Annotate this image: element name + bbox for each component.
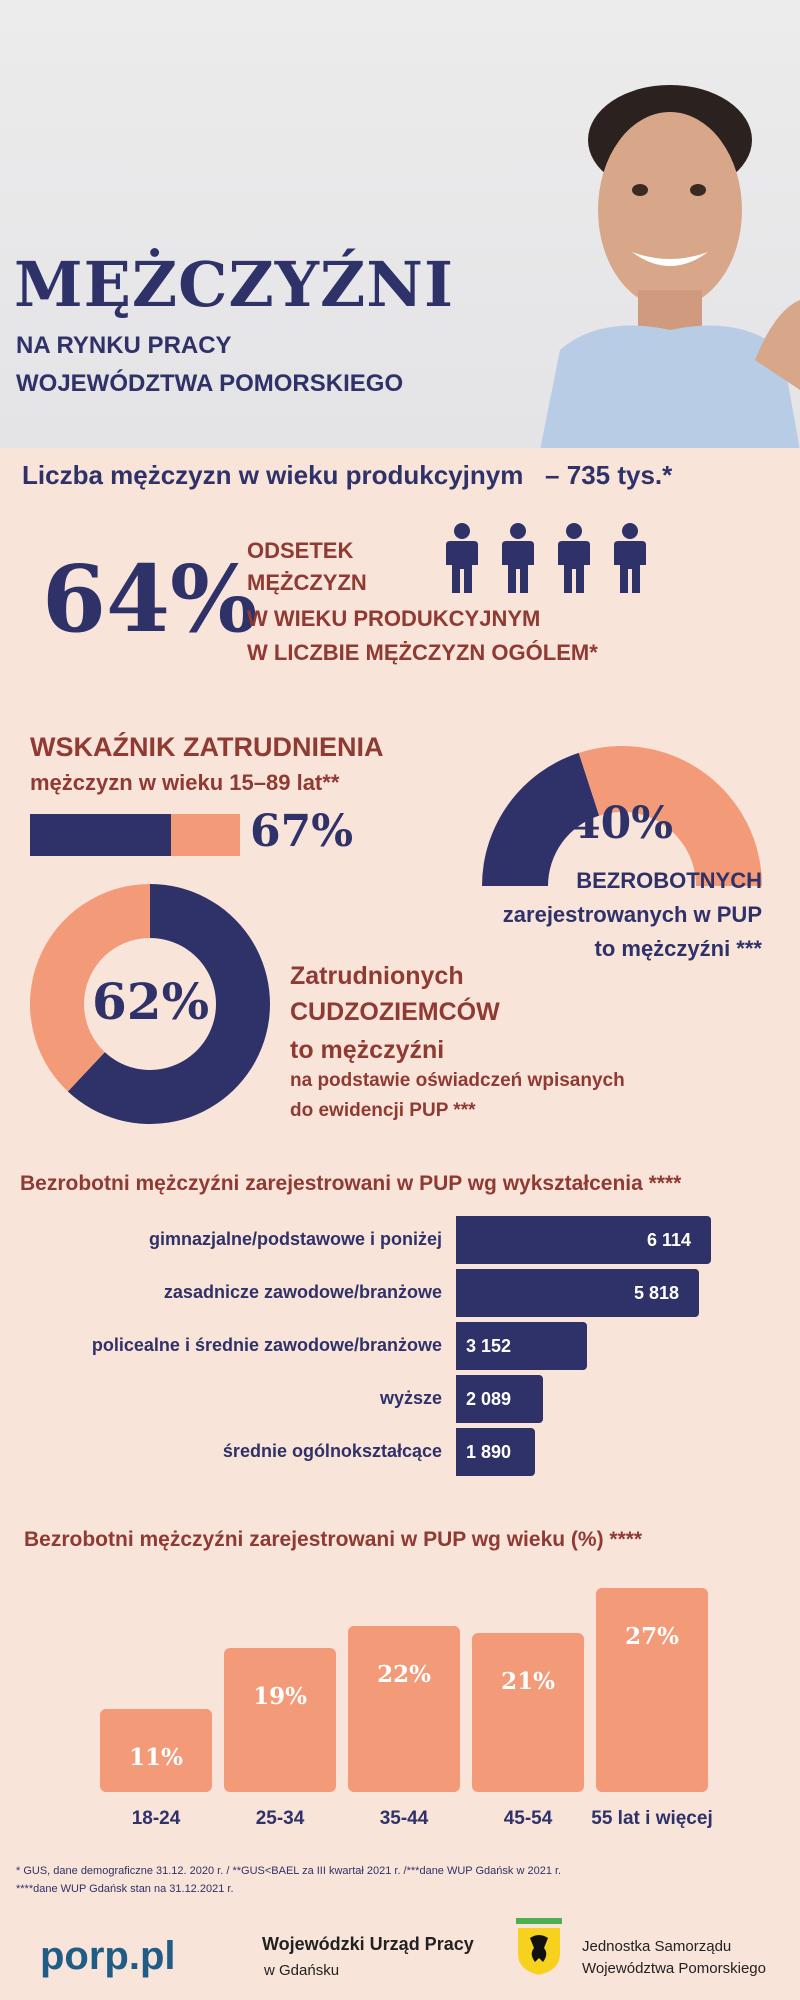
man-photo — [540, 85, 800, 448]
footnotes: * GUS, dane demograficzne 31.12. 2020 r.… — [16, 1862, 561, 1898]
age-bar — [348, 1626, 460, 1792]
unemployed-share-gauge — [482, 746, 762, 886]
donut-segment-other — [29, 884, 151, 1092]
pomorskie-crest-icon — [516, 1918, 562, 1975]
foreigners-share-line: na podstawie oświadczeń wpisanych — [290, 1070, 625, 1091]
age-value-label: 27% — [625, 1623, 679, 1650]
unemployed-share-line: to mężczyźni *** — [594, 936, 763, 961]
edu-bar — [456, 1322, 587, 1370]
employment-rate-title: WSKAŹNIK ZATRUDNIENIA — [30, 732, 384, 762]
age-bar — [472, 1633, 584, 1792]
age-value-label: 21% — [501, 1668, 555, 1695]
page-subtitle-line1: NA RYNKU PRACY — [16, 332, 232, 359]
js-name-line1: Jednostka Samorządu — [582, 1938, 732, 1955]
edu-value-label: 6 114 — [646, 1230, 691, 1250]
unemployed-share-value: 40% — [570, 798, 674, 849]
edu-value-label: 5 818 — [633, 1283, 679, 1303]
porp-logo[interactable]: porp.pl — [40, 1934, 176, 1978]
edu-category-label: wyższe — [379, 1388, 442, 1408]
edu-value-label: 1 890 — [466, 1442, 512, 1462]
employment-rate-bar-fill — [30, 814, 171, 856]
age-value-label: 11% — [129, 1744, 183, 1771]
person-icon — [446, 523, 478, 593]
age-bar — [224, 1648, 336, 1792]
age-category-label: 25-34 — [256, 1808, 305, 1829]
edu-category-label: zasadnicze zawodowe/branżowe — [163, 1282, 442, 1302]
page-title: MĘŻCZYŹNI — [14, 248, 454, 321]
age-bar — [596, 1588, 708, 1792]
age-bar — [100, 1709, 212, 1792]
unemployed-share-line: zarejestrowanych w PUP — [502, 902, 762, 927]
footnote-line: * GUS, dane demograficzne 31.12. 2020 r.… — [16, 1865, 562, 1877]
gauge-segment-other — [578, 746, 762, 886]
age-category-label: 18-24 — [132, 1808, 181, 1829]
foreigners-share-value: 62% — [92, 972, 210, 1031]
population-label: Liczba mężczyzn w wieku produkcyjnym — [22, 460, 524, 490]
age-value-label: 22% — [377, 1661, 431, 1688]
foreigners-share-line: to mężczyźni — [290, 1036, 445, 1064]
age-category-label: 55 lat i więcej — [591, 1808, 712, 1829]
edu-category-label: gimnazjalne/podstawowe i poniżej — [148, 1229, 442, 1249]
working-age-share-line: MĘŻCZYZN — [247, 570, 367, 595]
population-stat: Liczba mężczyzn w wieku produkcyjnym – 7… — [22, 460, 672, 491]
gauge-segment-men — [482, 752, 600, 886]
working-age-share-value: 64% — [42, 545, 258, 653]
edu-value-label: 3 152 — [466, 1336, 512, 1356]
unemployed-share-line: BEZROBOTNYCH — [576, 868, 762, 893]
people-icons — [446, 523, 646, 593]
header-banner: MĘŻCZYŹNI NA RYNKU PRACY WOJEWÓDZTWA POM… — [0, 0, 800, 448]
foreigners-share-line: do ewidencji PUP *** — [290, 1100, 476, 1121]
edu-category-label: policealne i średnie zawodowe/branżowe — [91, 1335, 442, 1355]
js-name-line2: Województwa Pomorskiego — [582, 1960, 766, 1977]
employment-rate-bar — [30, 814, 240, 856]
employment-rate-subtitle: mężczyzn w wieku 15–89 lat** — [30, 770, 340, 795]
age-category-label: 45-54 — [504, 1808, 553, 1829]
foreigners-share-line: Zatrudnionych — [290, 962, 464, 990]
foreigners-share-line: CUDZOZIEMCÓW — [290, 998, 500, 1026]
age-chart-title: Bezrobotni mężczyźni zarejestrowani w PU… — [24, 1528, 643, 1551]
working-age-share-line: W LICZBIE MĘŻCZYZN OGÓLEM* — [247, 640, 598, 665]
age-chart: 11% 18-24 19% 25-34 22% 35-44 21% 45-54 27% 55 la… — [100, 1588, 713, 1829]
employment-rate-value: 67% — [250, 806, 354, 857]
person-icon — [614, 523, 646, 593]
edu-bar — [456, 1216, 711, 1264]
working-age-share-line: ODSETEK — [247, 538, 354, 563]
population-value: – 735 tys.* — [545, 460, 673, 490]
working-age-share-line: W WIEKU PRODUKCYJNYM — [247, 606, 541, 631]
edu-bar — [456, 1428, 535, 1476]
edu-value-label: 2 089 — [466, 1389, 512, 1409]
person-icon — [558, 523, 590, 593]
edu-category-label: średnie ogólnokształcące — [222, 1441, 442, 1461]
donut-segment-men — [67, 884, 271, 1124]
person-icon — [502, 523, 534, 593]
wup-city: w Gdańsku — [264, 1962, 340, 1979]
age-category-label: 35-44 — [380, 1808, 429, 1829]
edu-bar — [456, 1375, 543, 1423]
page-subtitle-line2: WOJEWÓDZTWA POMORSKIEGO — [16, 370, 404, 397]
footnote-line: ****dane WUP Gdańsk stan na 31.12.2021 r… — [16, 1883, 234, 1895]
foreigners-share-donut — [29, 884, 271, 1124]
age-value-label: 19% — [253, 1683, 307, 1710]
education-chart-title: Bezrobotni mężczyźni zarejestrowani w PU… — [20, 1172, 682, 1195]
edu-bar — [456, 1269, 699, 1317]
wup-name: Wojewódzki Urząd Pracy — [262, 1934, 474, 1954]
